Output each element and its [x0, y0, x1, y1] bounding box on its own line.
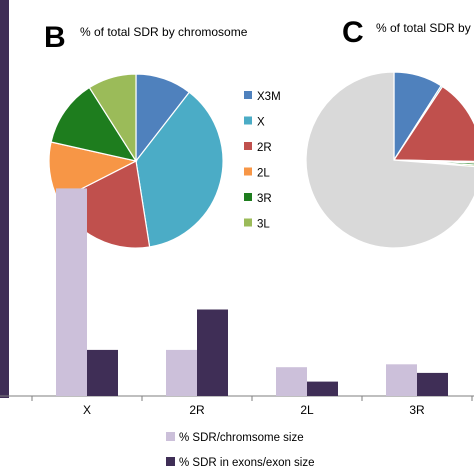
bar-legend-label-1: % SDR/chromsome size — [179, 432, 304, 444]
x-tick-x: X — [83, 403, 91, 417]
pie-b-slice-3l — [88, 73, 137, 164]
legend-b-label-3l: 3L — [257, 219, 270, 231]
panel-c-title: % of total SDR by — [376, 21, 471, 35]
legend-b-label-2r: 2R — [257, 142, 272, 154]
legend-b-swatch-x — [244, 116, 252, 125]
legend-b-swatch-2r — [244, 142, 252, 150]
legend-b-swatch-2l — [244, 167, 252, 176]
pie-c-slice-unlabeled — [305, 71, 474, 249]
bar-2l-sdr-in-exons-exon-size — [307, 381, 338, 396]
legend-b-swatch-x3m — [244, 91, 252, 99]
legend-b-swatch-3l — [244, 218, 252, 227]
bar-legend-swatch-1 — [166, 432, 175, 441]
legend-b-label-x: X — [257, 117, 265, 129]
bar-2r-sdr-in-exons-exon-size — [197, 309, 228, 396]
pie-chart-c — [305, 71, 474, 249]
legend-b-label-3r: 3R — [257, 193, 272, 205]
bar-chart-a: X 2R 2L 3R — [0, 188, 474, 417]
bar-legend-swatch-2 — [166, 457, 175, 466]
bar-x-sdr-in-exons-exon-size — [87, 349, 118, 396]
left-edge-bar — [0, 0, 9, 398]
pie-b-slice-x — [135, 91, 224, 248]
bar-3r-sdr-chromsome-size — [386, 364, 417, 396]
x-tick-2l: 2L — [300, 403, 314, 417]
bar-2l-sdr-chromsome-size — [276, 367, 307, 396]
bar-2r-sdr-chromsome-size — [166, 349, 197, 396]
legend-b: X3M X 2R 2L 3R 3L — [244, 91, 281, 231]
legend-b-swatch-3r — [244, 193, 252, 201]
panel-b-letter: B — [44, 21, 66, 54]
panel-b-title: % of total SDR by chromosome — [80, 25, 248, 39]
legend-b-label-2l: 2L — [257, 168, 270, 180]
x-tick-2r: 2R — [189, 403, 205, 417]
bar-legend: % SDR/chromsome size % SDR in exons/exon … — [166, 432, 315, 469]
bar-3r-sdr-in-exons-exon-size — [417, 372, 448, 396]
pie-c-slice-2r — [392, 85, 474, 163]
bar-x-sdr-chromsome-size — [56, 188, 87, 396]
legend-b-label-x3m: X3M — [257, 91, 281, 103]
bar-legend-label-2: % SDR in exons/exon size — [179, 457, 315, 469]
panel-c-letter: C — [342, 16, 364, 49]
x-tick-3r: 3R — [409, 403, 425, 417]
pie-b-slice-3r — [50, 86, 138, 162]
